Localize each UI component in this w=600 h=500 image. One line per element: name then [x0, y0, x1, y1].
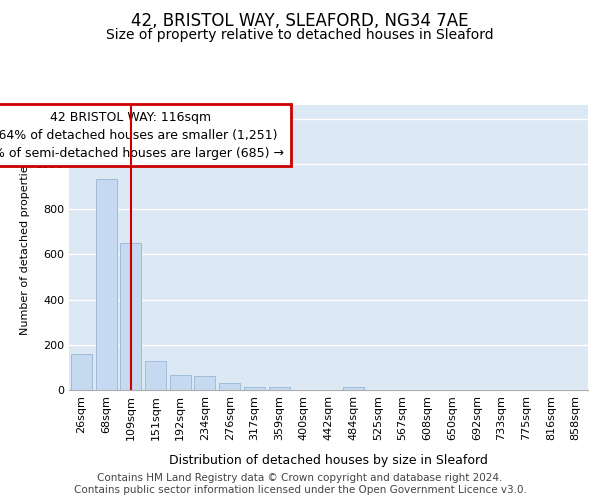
Y-axis label: Number of detached properties: Number of detached properties	[20, 160, 31, 335]
Bar	[145, 360, 166, 390]
Bar	[269, 388, 290, 390]
Bar	[194, 376, 215, 390]
Bar	[244, 386, 265, 390]
X-axis label: Distribution of detached houses by size in Sleaford: Distribution of detached houses by size …	[169, 454, 488, 467]
Bar	[71, 354, 92, 390]
Text: 42, BRISTOL WAY, SLEAFORD, NG34 7AE: 42, BRISTOL WAY, SLEAFORD, NG34 7AE	[131, 12, 469, 30]
Bar	[120, 243, 141, 390]
Text: Contains HM Land Registry data © Crown copyright and database right 2024.
Contai: Contains HM Land Registry data © Crown c…	[74, 474, 526, 495]
Bar	[170, 376, 191, 390]
Bar	[219, 383, 240, 390]
Text: Size of property relative to detached houses in Sleaford: Size of property relative to detached ho…	[106, 28, 494, 42]
Text: 42 BRISTOL WAY: 116sqm
← 64% of detached houses are smaller (1,251)
35% of semi-: 42 BRISTOL WAY: 116sqm ← 64% of detached…	[0, 110, 284, 160]
Bar	[343, 388, 364, 390]
Bar	[95, 178, 116, 390]
